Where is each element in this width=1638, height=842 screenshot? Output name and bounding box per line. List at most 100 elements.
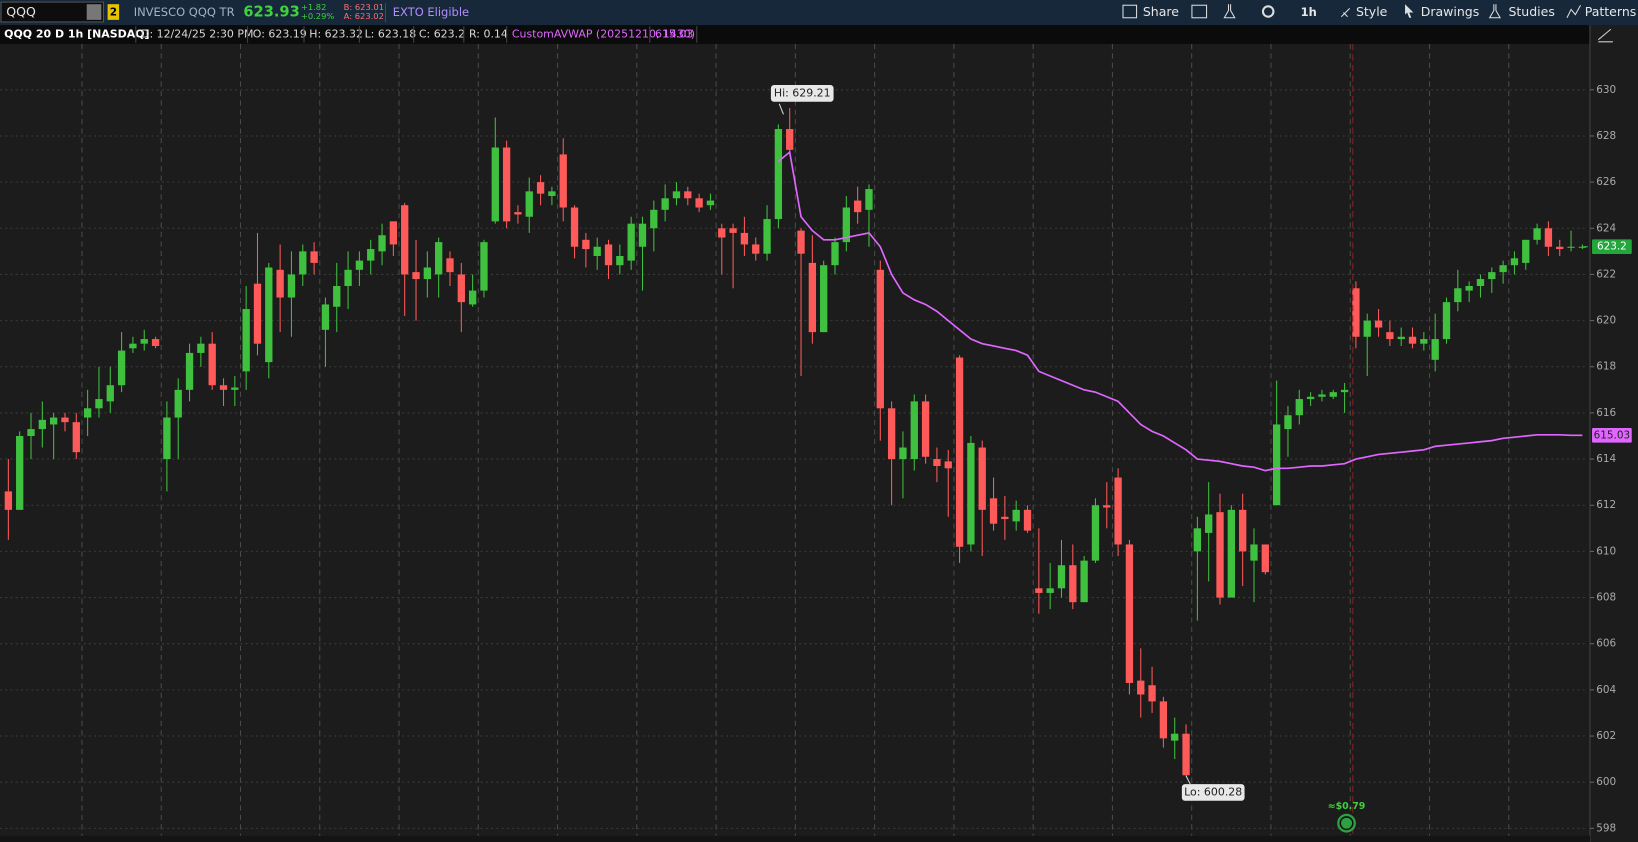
candle-body	[389, 221, 398, 245]
candle-body	[740, 232, 749, 245]
candle-body	[1137, 680, 1145, 695]
candle-body	[1556, 246, 1564, 250]
icon[interactable]	[1191, 4, 1208, 19]
candle-body	[412, 272, 420, 280]
candle-body	[1420, 339, 1428, 344]
candle-body	[1035, 588, 1043, 593]
dividend-label: ≈$0.79	[1328, 801, 1366, 812]
candle-body	[1205, 514, 1213, 533]
symbol-input[interactable]	[0, 1, 104, 23]
y-tick-label: 630	[1596, 84, 1616, 96]
timeframe[interactable]: 1h	[1301, 5, 1317, 19]
candle-body	[1261, 544, 1269, 573]
candle-body	[435, 242, 443, 275]
candle-body	[525, 191, 533, 217]
change-pct: +0.29%	[301, 11, 335, 21]
study-badge-label: 615.03	[1594, 429, 1631, 441]
info-range: R: 0.14	[469, 27, 508, 40]
candle-body	[310, 251, 318, 263]
y-tick-label: 618	[1596, 361, 1616, 373]
axis-tool-icon[interactable]	[1597, 28, 1613, 43]
candle-body	[616, 255, 624, 266]
candle-body	[1340, 389, 1349, 393]
candle-body	[1363, 320, 1371, 337]
toolbar	[0, 0, 1638, 26]
y-tick-label: 614	[1596, 453, 1616, 465]
candle-body	[887, 408, 896, 460]
candle-body	[1046, 588, 1054, 593]
lo-pointer	[1185, 775, 1191, 785]
candle-body	[1216, 512, 1224, 598]
candle-body	[129, 343, 137, 349]
info-separators	[135, 26, 698, 43]
studies[interactable]: Studies	[1508, 4, 1554, 19]
settings-icon[interactable]	[1261, 5, 1275, 18]
info-open: O: 623.19	[253, 27, 307, 40]
ask: A: 623.02	[344, 11, 384, 21]
candle-body	[1352, 288, 1360, 337]
hi-label: Hi: 629.21	[774, 86, 831, 99]
candle-body	[1465, 285, 1473, 291]
lab-icon[interactable]	[1223, 4, 1236, 19]
candle-body	[650, 209, 658, 229]
symbol-dropdown[interactable]	[86, 4, 102, 20]
candle-body	[1182, 733, 1190, 776]
style[interactable]: Style	[1356, 4, 1388, 19]
link-badge[interactable]: 2	[110, 7, 117, 19]
candle-body	[1284, 415, 1292, 430]
candle-body	[1057, 565, 1066, 589]
style-icon[interactable]	[1340, 7, 1351, 18]
candle-body	[910, 401, 918, 460]
y-tick-label: 610	[1596, 545, 1616, 557]
drawings[interactable]: Drawings	[1421, 4, 1480, 19]
studies-icon[interactable]	[1488, 4, 1502, 19]
info-low: L: 623.18	[365, 27, 417, 40]
description: INVESCO QQQ TR	[134, 5, 235, 19]
symbol[interactable]: QQQ	[6, 4, 36, 19]
candle-body	[140, 339, 148, 344]
candle-body	[1148, 685, 1156, 702]
candle-body	[265, 267, 273, 363]
last-price: 623.93	[243, 4, 299, 21]
candle-body	[933, 459, 941, 466]
share-icon[interactable]	[1122, 4, 1138, 19]
candle-body	[480, 242, 488, 291]
y-tick-label: 628	[1596, 130, 1616, 142]
candle-body	[333, 285, 341, 307]
candle-body	[468, 290, 477, 305]
candle-body	[1091, 505, 1100, 561]
candle-body	[763, 219, 771, 254]
candle-body	[831, 242, 839, 266]
candle-body	[1476, 279, 1485, 286]
candle-body	[27, 429, 35, 436]
candle-body	[1272, 424, 1281, 506]
candle-body	[287, 274, 296, 298]
hi-pointer	[778, 103, 784, 115]
candle-body	[797, 230, 805, 254]
candle-body	[853, 200, 862, 213]
exto[interactable]: EXTO Eligible	[393, 5, 469, 19]
candle-body	[1012, 509, 1020, 522]
candle-body	[1227, 509, 1235, 598]
y-tick-label: 612	[1596, 499, 1616, 511]
patterns[interactable]: Patterns	[1585, 4, 1637, 19]
candle-body	[163, 417, 171, 460]
candle-body	[1171, 733, 1179, 741]
link-badge-bg[interactable]	[107, 4, 120, 20]
share[interactable]: Share	[1143, 4, 1179, 19]
candle-body	[423, 267, 431, 280]
y-tick-label: 622	[1596, 268, 1616, 280]
candle-body	[401, 205, 409, 275]
y-tick-label: 626	[1596, 176, 1616, 188]
candle-body	[491, 147, 499, 222]
drawings-icon[interactable]	[1405, 4, 1414, 18]
candle-body	[219, 385, 228, 390]
candle-body	[1080, 560, 1088, 603]
candle-body	[378, 235, 386, 252]
candle-body	[808, 262, 817, 333]
patterns-icon[interactable]	[1566, 4, 1582, 19]
change: +1.82	[301, 2, 327, 12]
candle-body	[514, 212, 522, 215]
candle-body	[876, 269, 884, 409]
